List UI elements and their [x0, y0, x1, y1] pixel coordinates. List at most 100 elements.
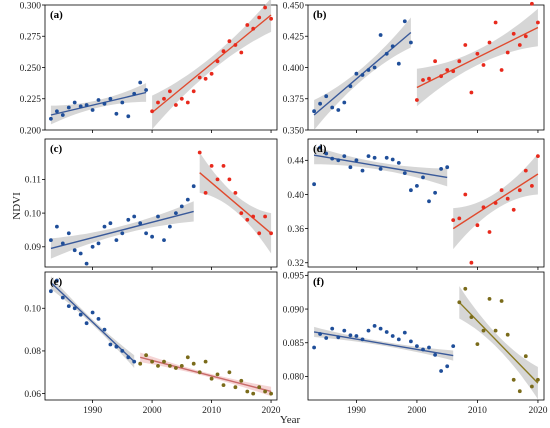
data-point — [481, 328, 486, 333]
data-point — [162, 359, 166, 364]
data-point — [493, 20, 498, 25]
data-point — [144, 88, 149, 92]
series-f-2 — [457, 286, 540, 400]
data-point — [427, 345, 431, 350]
data-point — [96, 98, 101, 102]
data-point — [384, 51, 389, 56]
data-point — [439, 167, 443, 171]
data-point — [499, 68, 504, 72]
data-point — [215, 372, 220, 377]
data-point — [102, 224, 107, 229]
y-tick-label: 0.375 — [283, 95, 305, 105]
series-e-2 — [138, 352, 273, 397]
data-point — [402, 330, 407, 335]
data-point — [481, 63, 486, 67]
data-point — [439, 74, 443, 79]
panel-b: 0.350 0.375 0.400 0.425 0.450 (b) — [283, 1, 545, 136]
data-point — [209, 71, 214, 76]
data-point — [475, 342, 480, 346]
data-point — [108, 342, 113, 347]
y-tick-label: 0.080 — [283, 373, 305, 383]
data-point — [162, 96, 166, 101]
trend-line — [140, 356, 272, 393]
data-point — [530, 384, 534, 389]
data-point — [233, 43, 238, 47]
data-point — [245, 217, 250, 222]
data-point — [505, 332, 510, 337]
data-point — [174, 211, 178, 216]
trend-line — [50, 282, 135, 363]
data-point — [330, 105, 335, 110]
data-point — [451, 344, 456, 348]
data-point — [378, 33, 383, 37]
trend-line — [313, 154, 448, 179]
data-point — [517, 43, 522, 47]
data-point — [102, 327, 107, 332]
data-point — [469, 260, 474, 265]
data-point — [102, 101, 107, 106]
data-point — [342, 100, 347, 105]
data-point — [457, 300, 462, 305]
data-point — [156, 364, 160, 368]
data-point — [138, 80, 143, 85]
panel-e: 0.06 0.08 0.10 1990 2000 2010 2020 (e) — [24, 271, 281, 416]
y-tick-label: 0.10 — [24, 305, 41, 315]
panels: 0.2000.2250.2500.2750.300(a)0.3500.3750.… — [20, 0, 548, 416]
data-point — [263, 5, 267, 10]
data-point — [114, 238, 119, 243]
data-point — [360, 73, 365, 77]
panel-a: 0.200 0.225 0.250 0.275 0.300 (a) — [20, 0, 278, 136]
data-point — [445, 68, 450, 72]
y-axis-title: NDVI — [11, 192, 23, 220]
data-point — [185, 100, 190, 105]
panel-c: 0.09 0.10 0.11 (c) — [24, 138, 278, 270]
data-point — [318, 332, 322, 336]
x-tick-label: 2010 — [202, 406, 221, 416]
data-point — [203, 191, 208, 195]
y-tick-label: 0.11 — [25, 176, 42, 186]
data-point — [84, 261, 89, 266]
data-point — [108, 96, 113, 101]
data-point — [191, 89, 196, 94]
series-c-1 — [49, 184, 196, 266]
x-tick-label: 2020 — [528, 406, 547, 416]
trend-line — [50, 210, 194, 250]
data-point — [120, 349, 125, 353]
data-point — [179, 364, 184, 368]
data-point — [330, 326, 335, 331]
x-tick-label: 1990 — [347, 406, 366, 416]
data-point — [251, 214, 256, 219]
y-tick-label: 0.450 — [283, 1, 305, 11]
data-point — [90, 244, 95, 249]
y-tick-label: 0.10 — [24, 209, 41, 219]
data-point — [245, 23, 250, 27]
data-point — [421, 347, 425, 352]
data-point — [96, 317, 101, 321]
data-point — [55, 109, 59, 114]
data-point — [312, 182, 316, 187]
data-point — [523, 34, 528, 39]
data-point — [245, 389, 250, 394]
data-point — [168, 224, 172, 229]
data-point — [114, 111, 119, 116]
x-tick-label: 2010 — [468, 406, 487, 416]
data-point — [324, 336, 329, 340]
data-point — [390, 44, 395, 49]
series-d-2 — [451, 153, 540, 265]
data-point — [445, 165, 450, 170]
trend-line — [199, 172, 272, 234]
data-point — [396, 337, 401, 342]
series-b-2 — [415, 1, 540, 107]
data-point — [354, 71, 359, 76]
data-point — [409, 188, 413, 193]
data-point — [396, 61, 401, 66]
data-point — [84, 103, 89, 107]
data-point — [233, 191, 238, 195]
panel-f: 0.080 0.085 0.090 0.095 1990 2000 2010 2020 (f) — [283, 271, 548, 416]
data-point — [221, 49, 226, 54]
y-tick-label: 0.085 — [283, 339, 305, 349]
data-point — [60, 295, 65, 300]
data-point — [511, 207, 516, 212]
data-point — [469, 315, 474, 319]
